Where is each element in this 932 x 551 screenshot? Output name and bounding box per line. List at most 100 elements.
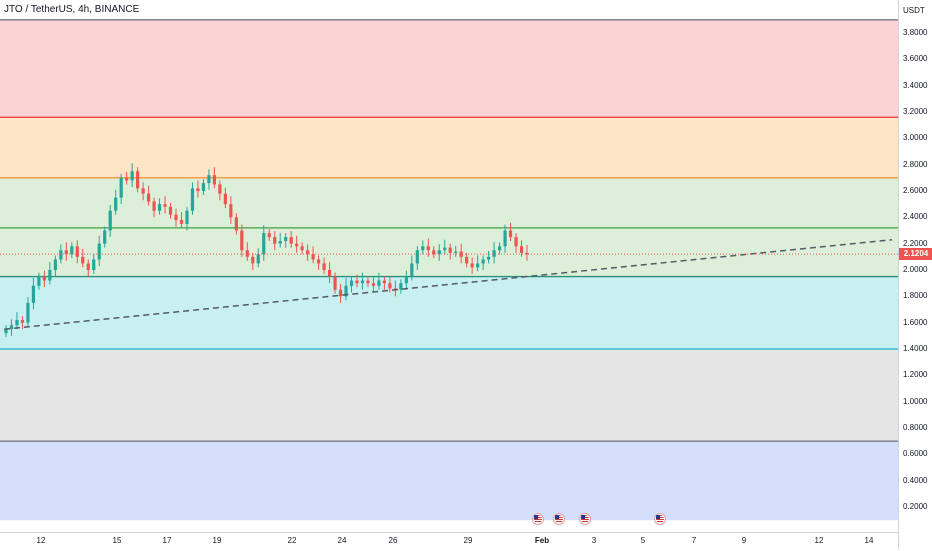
- candle-body: [454, 251, 458, 253]
- fib-zone-5: [0, 349, 898, 442]
- candle-body: [278, 241, 282, 244]
- candle-body: [196, 188, 200, 191]
- candle-body: [415, 250, 419, 264]
- us-flag-icon[interactable]: [654, 513, 666, 525]
- candle-body: [48, 270, 52, 281]
- candle-body: [119, 177, 123, 198]
- candle-body: [382, 280, 387, 284]
- price-tick-label: 3.4000: [903, 80, 928, 90]
- candle-body: [366, 280, 370, 284]
- price-tick-label: 1.0000: [903, 396, 928, 406]
- candle-body: [114, 197, 118, 211]
- candle-body: [492, 250, 496, 257]
- fib-zone-4: [0, 276, 898, 349]
- candle-body: [234, 217, 238, 231]
- candle-body: [514, 237, 518, 247]
- candle-body: [168, 206, 173, 215]
- candle-body: [344, 285, 348, 297]
- candle-body: [141, 188, 145, 194]
- candle-body: [377, 280, 381, 286]
- chart-pane[interactable]: JTO / TetherUS, 4h, BINANCE: [0, 0, 898, 532]
- candle-body: [289, 237, 293, 244]
- candle-body: [317, 259, 321, 264]
- time-tick-label: 12: [36, 536, 46, 545]
- time-tick-label: 19: [212, 536, 222, 545]
- candle-body: [190, 188, 195, 211]
- candle-body: [163, 204, 167, 207]
- candle-body: [20, 320, 25, 323]
- us-flag-icon[interactable]: [579, 513, 591, 525]
- candle-body: [251, 256, 255, 264]
- candle-body: [437, 250, 441, 255]
- price-tick-label: 2.8000: [903, 159, 928, 169]
- candle-body: [59, 250, 63, 260]
- candle-body: [125, 177, 129, 181]
- candle-body: [130, 171, 134, 181]
- time-tick-label: 26: [388, 536, 398, 545]
- candle-body: [31, 285, 36, 303]
- price-tick-label: 1.8000: [903, 291, 928, 301]
- candle-body: [284, 237, 288, 242]
- price-tick-label: 3.2000: [903, 107, 928, 116]
- candle-body: [465, 256, 469, 264]
- candle-body: [448, 247, 452, 253]
- time-scale[interactable]: 12 15 17 19 22 24 26 29 Feb 3 5 7 9 12 14: [0, 532, 898, 551]
- candle-body: [146, 193, 151, 202]
- candle-body: [306, 250, 310, 255]
- price-chart[interactable]: [0, 0, 898, 532]
- fib-zone-2: [0, 177, 898, 228]
- symbol-legend: JTO / TetherUS, 4h, BINANCE: [4, 4, 140, 15]
- candle-body: [267, 233, 271, 238]
- candle-body: [185, 210, 189, 224]
- candle-body: [92, 259, 96, 270]
- price-tick-label: 1.6000: [903, 317, 928, 327]
- candle-body: [273, 237, 277, 244]
- candle-body: [426, 246, 430, 251]
- candle-body: [300, 246, 304, 251]
- fib-zone-0: [0, 19, 898, 118]
- candle-body: [355, 280, 359, 284]
- candle-body: [174, 214, 178, 220]
- candle-body: [487, 256, 491, 260]
- candle-body: [136, 171, 140, 189]
- candle-body: [229, 204, 233, 218]
- time-tick-label: 14: [864, 536, 874, 545]
- currency-label[interactable]: USDT: [903, 6, 925, 15]
- candle-body: [421, 246, 425, 251]
- candle-body: [388, 283, 392, 289]
- candle-body: [26, 302, 30, 323]
- candle-body: [223, 193, 227, 205]
- last-price-badge: 2.1204: [899, 248, 932, 261]
- candle-body: [37, 276, 41, 286]
- candle-body: [481, 259, 485, 264]
- candle-body: [64, 250, 68, 255]
- time-tick-label: 15: [112, 536, 122, 545]
- time-tick-label: 12: [814, 536, 824, 545]
- time-tick-label: 7: [691, 536, 697, 545]
- candle-body: [70, 246, 74, 255]
- time-tick-label: 3: [591, 536, 597, 545]
- candle-body: [333, 276, 337, 290]
- candle-body: [240, 230, 244, 251]
- price-tick-label: 0.8000: [903, 423, 928, 432]
- price-tick-label: 0.6000: [903, 449, 928, 459]
- candle-body: [212, 175, 216, 185]
- price-tick-label: 2.2000: [903, 238, 928, 248]
- price-tick-label: 2.0000: [903, 265, 928, 274]
- us-flag-icon[interactable]: [553, 513, 565, 525]
- price-scale[interactable]: USDT 3.8000 3.6000 3.4000 3.2000 3.0000 2.800…: [898, 0, 932, 550]
- price-tick-label: 2.4000: [903, 212, 928, 222]
- candle-body: [256, 254, 260, 264]
- time-tick-label: 5: [640, 536, 646, 545]
- candle-body: [459, 251, 463, 257]
- candle-body: [399, 283, 403, 290]
- time-tick-label: 22: [287, 536, 297, 545]
- candle-body: [86, 263, 90, 270]
- price-tick-label: 3.0000: [903, 133, 928, 143]
- candle-body: [476, 263, 480, 268]
- price-tick-label: 3.6000: [903, 54, 928, 64]
- us-flag-icon[interactable]: [532, 513, 544, 525]
- candle-body: [97, 243, 101, 260]
- fib-zone-6: [0, 441, 898, 521]
- candle-body: [53, 259, 57, 270]
